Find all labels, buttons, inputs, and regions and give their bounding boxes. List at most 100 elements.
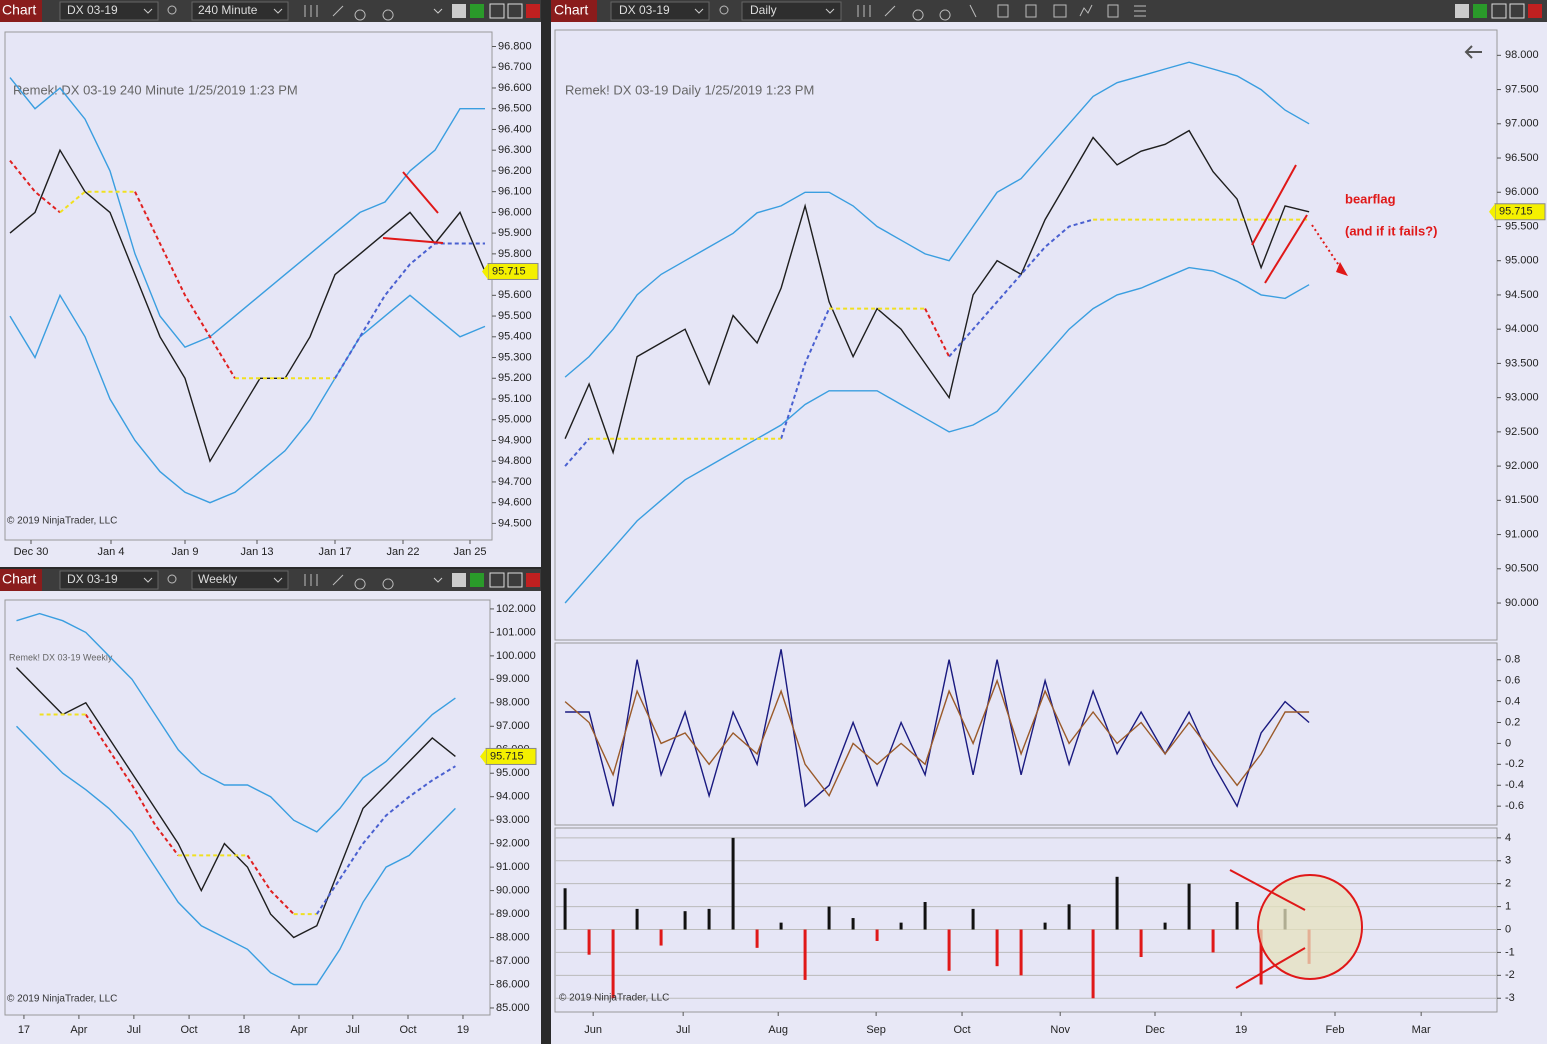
chart-tab[interactable] xyxy=(0,0,42,22)
window-button[interactable] xyxy=(507,572,523,588)
window-button[interactable] xyxy=(507,3,523,19)
instrument-dropdown[interactable] xyxy=(610,1,710,21)
tool-icons[interactable] xyxy=(857,4,1146,21)
series-line xyxy=(84,713,295,915)
window-button[interactable] xyxy=(489,3,505,19)
series-line xyxy=(564,129,1310,455)
close-button[interactable] xyxy=(526,573,540,587)
chart-tab[interactable] xyxy=(0,569,42,591)
instrument-dropdown[interactable] xyxy=(59,570,159,590)
y-tick-label: 1 xyxy=(1505,901,1511,913)
y-tick-label: 100.000 xyxy=(496,650,536,662)
window-button[interactable] xyxy=(1509,3,1525,19)
y-tick-label: 98.000 xyxy=(1505,49,1539,61)
interval-dropdown[interactable] xyxy=(741,1,842,21)
y-tick-label: -0.4 xyxy=(1505,779,1524,791)
y-tick-label: 96.800 xyxy=(498,40,532,52)
window-button[interactable] xyxy=(470,4,484,18)
y-tick-label: 4 xyxy=(1505,832,1511,844)
y-tick-label: 95.400 xyxy=(498,331,532,343)
y-tick-label: 95.000 xyxy=(1505,255,1539,267)
x-tick-label: Nov xyxy=(1050,1024,1070,1036)
x-tick-label: Oct xyxy=(399,1024,416,1036)
trend-drawing xyxy=(382,237,444,244)
x-tick-label: Jan 4 xyxy=(98,546,125,558)
window-button[interactable] xyxy=(452,4,466,18)
y-tick-label: 88.000 xyxy=(496,931,530,943)
bar xyxy=(1043,922,1047,930)
bar xyxy=(611,929,615,999)
bar xyxy=(707,908,711,930)
bar xyxy=(1115,876,1119,930)
interval-dropdown[interactable] xyxy=(191,570,289,590)
bar xyxy=(851,918,855,930)
y-tick-label: 0.4 xyxy=(1505,695,1520,707)
toolbar: Chart DX 03-19 240 Minute xyxy=(0,0,541,22)
copyright: © 2019 NinjaTrader, LLC xyxy=(7,994,117,1005)
back-arrow[interactable] xyxy=(1464,45,1482,59)
y-tick-label: 92.000 xyxy=(1505,460,1539,472)
y-tick-label: 94.500 xyxy=(498,517,532,529)
y-tick-label: 95.500 xyxy=(498,310,532,322)
y-tick-label: 90.500 xyxy=(1505,563,1539,575)
y-tick-label: 93.000 xyxy=(496,814,530,826)
bar xyxy=(923,902,927,930)
instrument-dropdown[interactable] xyxy=(59,1,159,21)
window-button[interactable] xyxy=(1473,4,1487,18)
bar xyxy=(1019,929,1023,976)
tool-icons[interactable] xyxy=(304,5,394,21)
x-tick-label: Jan 13 xyxy=(240,546,273,558)
y-tick-label: 91.000 xyxy=(496,861,530,873)
window-button[interactable] xyxy=(1455,4,1469,18)
window-button[interactable] xyxy=(470,573,484,587)
y-tick-label: 95.300 xyxy=(498,351,532,363)
menu-arrow[interactable] xyxy=(433,8,443,14)
y-tick-label: 98.000 xyxy=(496,697,530,709)
chart-tab[interactable] xyxy=(551,0,597,22)
y-tick-label: 95.500 xyxy=(1505,220,1539,232)
trend-drawing xyxy=(402,171,439,214)
search-icon[interactable] xyxy=(167,574,177,584)
x-tick-label: Jan 22 xyxy=(386,546,419,558)
window-button[interactable] xyxy=(489,572,505,588)
bar xyxy=(803,929,807,980)
series-line xyxy=(16,725,456,986)
search-icon[interactable] xyxy=(167,5,177,15)
y-tick-label: 93.500 xyxy=(1505,357,1539,369)
y-tick-label: 0.6 xyxy=(1505,675,1520,687)
bar xyxy=(1259,929,1263,985)
window-button[interactable] xyxy=(452,573,466,587)
x-tick-label: Jan 25 xyxy=(453,546,486,558)
y-tick-label: 96.700 xyxy=(498,61,532,73)
channel-drawing xyxy=(1264,214,1308,284)
toolbar: Chart DX 03-19 Daily xyxy=(551,0,1547,22)
y-tick-label: 94.900 xyxy=(498,434,532,446)
series-line xyxy=(9,159,236,379)
search-icon[interactable] xyxy=(719,5,729,15)
projection-arrow xyxy=(1311,224,1343,271)
menu-arrow[interactable] xyxy=(433,577,443,583)
tool-icons[interactable] xyxy=(304,574,394,590)
chart-tab-label: Chart xyxy=(2,571,36,587)
x-tick-label: Oct xyxy=(953,1024,970,1036)
y-tick-label: 96.600 xyxy=(498,82,532,94)
x-tick-label: Jul xyxy=(676,1024,690,1036)
close-button[interactable] xyxy=(526,4,540,18)
y-tick-label: 95.000 xyxy=(496,767,530,779)
bar xyxy=(995,929,999,967)
instrument: DX 03-19 xyxy=(619,3,670,17)
close-button[interactable] xyxy=(1528,4,1542,18)
last-price-pointer xyxy=(480,748,486,765)
bar xyxy=(1139,929,1143,958)
annotation: bearflag xyxy=(1345,191,1396,206)
interval-dropdown[interactable] xyxy=(191,1,289,21)
dropdown-arrow xyxy=(143,8,153,14)
copyright: © 2019 NinjaTrader, LLC xyxy=(7,516,117,527)
window-button[interactable] xyxy=(1491,3,1507,19)
y-tick-label: 95.800 xyxy=(498,248,532,260)
chart-label: Remek! DX 03-19 240 Minute 1/25/2019 1:2… xyxy=(13,82,298,97)
last-price-label: 95.715 xyxy=(1499,206,1533,218)
series-line xyxy=(315,765,456,915)
instrument: DX 03-19 xyxy=(67,572,118,586)
